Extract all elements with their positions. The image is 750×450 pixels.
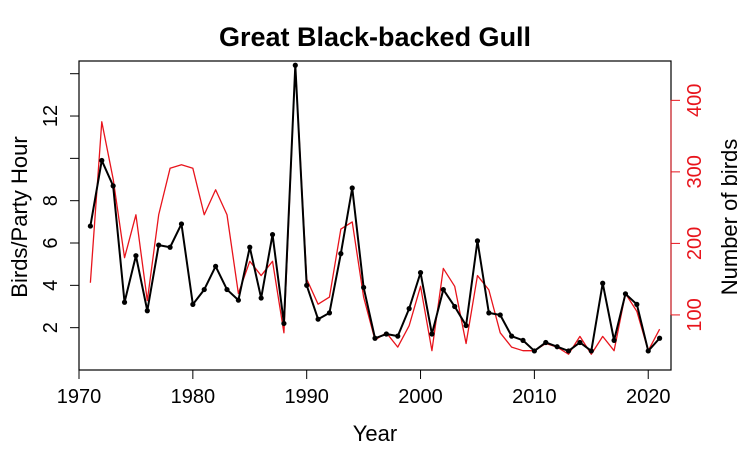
data-point (463, 322, 469, 329)
data-point (281, 320, 287, 327)
x-tick-label: 1980 (171, 386, 216, 408)
data-point (349, 185, 355, 191)
data-point (224, 286, 230, 293)
data-point (406, 306, 412, 312)
x-tick-label: 2020 (626, 386, 671, 408)
data-point (395, 333, 401, 339)
data-point (247, 244, 253, 250)
data-point (178, 221, 185, 227)
data-point (258, 295, 264, 301)
data-point (121, 299, 128, 305)
x-tick-label: 1970 (57, 386, 102, 408)
data-point (87, 223, 93, 229)
data-point (497, 312, 503, 318)
data-point (452, 303, 458, 310)
data-point (190, 301, 196, 307)
y-left-tick-label: 4 (40, 280, 62, 291)
series-line-birds-per-party-hour (89, 64, 661, 352)
y-axis-right-label: Number of birds (717, 139, 742, 296)
data-point (622, 291, 629, 297)
x-axis: 1970 1980 1990 2000 2010 2020 (57, 369, 671, 408)
data-point (304, 282, 310, 288)
y-axis-left: 2 4 6 8 12 (40, 73, 80, 333)
data-point (417, 270, 424, 276)
data-point (600, 280, 606, 286)
data-point (565, 348, 572, 354)
data-point (144, 308, 150, 314)
chart-title: Great Black-backed Gull (219, 22, 531, 52)
data-point (110, 183, 116, 189)
data-point (554, 344, 560, 350)
data-point (543, 339, 549, 346)
data-point (383, 331, 389, 337)
data-point (326, 310, 333, 316)
data-point (235, 297, 241, 303)
y-left-tick-label: 8 (40, 195, 62, 206)
data-point (315, 316, 321, 322)
data-point (338, 251, 344, 257)
data-point (213, 263, 219, 269)
data-point (611, 337, 617, 343)
y-left-tick-label: 6 (40, 237, 62, 248)
data-point (133, 253, 139, 259)
x-axis-label: Year (353, 421, 397, 446)
data-point (269, 231, 276, 238)
data-point (588, 348, 594, 354)
y-right-tick-label: 300 (684, 155, 706, 188)
data-point (520, 337, 526, 343)
data-point (361, 284, 367, 291)
plot-frame (78, 60, 672, 371)
data-point (292, 62, 298, 68)
y-axis-right: 100 200 300 400 (670, 84, 706, 332)
data-point (429, 331, 435, 337)
data-point (474, 238, 481, 244)
data-point (201, 286, 207, 293)
data-point (372, 335, 378, 341)
data-point (657, 335, 663, 341)
data-point (486, 310, 492, 316)
data-point (156, 242, 162, 248)
y-left-tick-label: 2 (40, 322, 62, 333)
y-right-tick-label: 100 (684, 298, 706, 331)
data-point (634, 301, 640, 307)
data-point (440, 286, 446, 293)
data-point (531, 348, 537, 354)
x-tick-label: 1990 (284, 386, 329, 408)
x-tick-label: 2000 (398, 386, 443, 408)
y-right-tick-label: 400 (684, 84, 706, 117)
series-line-number-of-birds (89, 63, 661, 355)
data-point (167, 244, 173, 250)
y-right-tick-label: 200 (684, 227, 706, 260)
series-layer (87, 62, 663, 355)
x-tick-label: 2010 (512, 386, 557, 408)
y-axis-left-label: Birds/Party Hour (7, 136, 32, 297)
data-point (577, 339, 583, 346)
y-left-tick-label: 12 (40, 105, 62, 127)
data-point (645, 348, 651, 354)
data-point (509, 333, 515, 339)
data-point (99, 157, 105, 164)
